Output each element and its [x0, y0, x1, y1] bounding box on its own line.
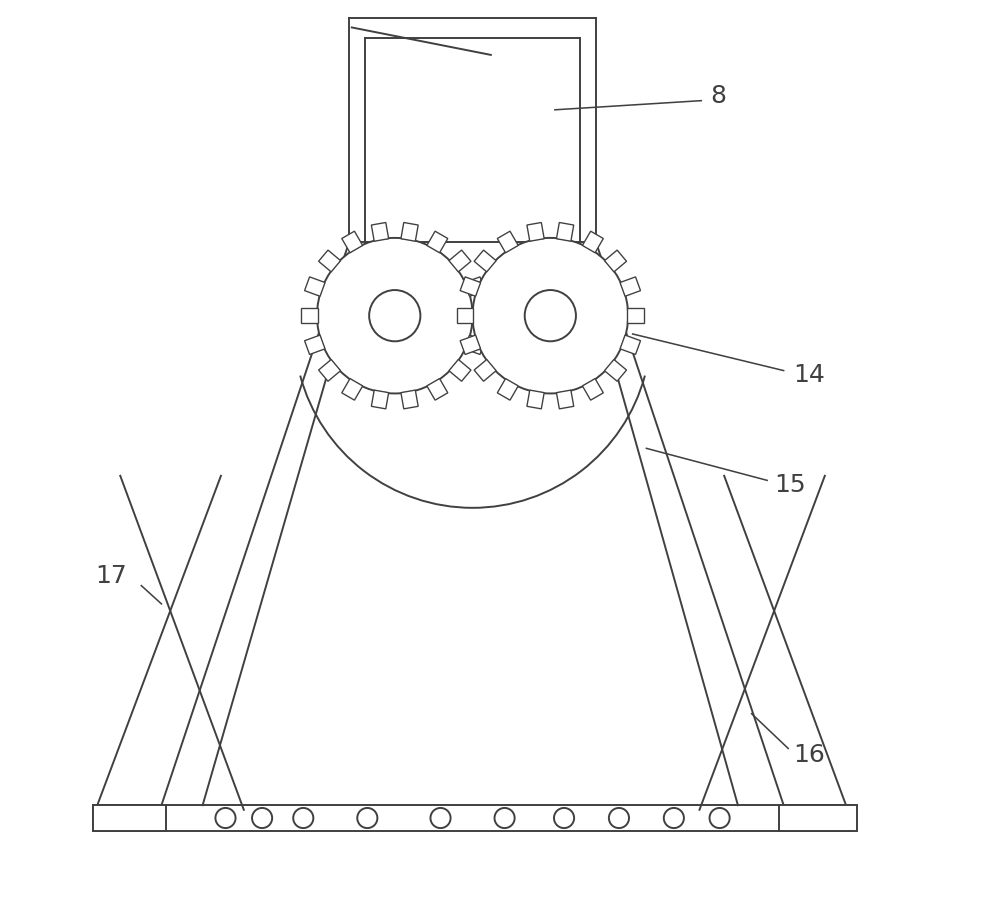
Polygon shape [620, 277, 641, 296]
Text: 14: 14 [793, 363, 825, 387]
Polygon shape [342, 231, 363, 253]
Polygon shape [305, 277, 325, 296]
Polygon shape [497, 379, 518, 400]
Polygon shape [464, 277, 485, 296]
Circle shape [430, 808, 451, 828]
Polygon shape [319, 250, 341, 272]
Polygon shape [556, 222, 574, 242]
Polygon shape [449, 250, 471, 272]
Polygon shape [464, 335, 485, 354]
Circle shape [664, 808, 684, 828]
Polygon shape [474, 360, 496, 382]
Text: 8: 8 [710, 84, 726, 108]
Text: 17: 17 [96, 565, 127, 588]
Polygon shape [319, 360, 341, 382]
Circle shape [473, 238, 628, 393]
Polygon shape [582, 379, 603, 400]
Polygon shape [604, 250, 627, 272]
Circle shape [293, 808, 313, 828]
Circle shape [369, 290, 420, 341]
Polygon shape [497, 231, 518, 253]
Polygon shape [460, 277, 481, 296]
Polygon shape [474, 250, 496, 272]
Polygon shape [604, 360, 627, 382]
Polygon shape [620, 335, 641, 354]
Polygon shape [427, 379, 448, 400]
Polygon shape [342, 379, 363, 400]
Polygon shape [401, 222, 418, 242]
Polygon shape [371, 390, 389, 409]
Polygon shape [527, 222, 544, 242]
Polygon shape [582, 231, 603, 253]
Text: 16: 16 [793, 743, 825, 767]
Polygon shape [427, 231, 448, 253]
Polygon shape [93, 805, 166, 831]
Polygon shape [472, 308, 488, 323]
Polygon shape [305, 335, 325, 354]
Polygon shape [371, 222, 389, 242]
Polygon shape [401, 390, 418, 409]
Polygon shape [627, 308, 644, 323]
Polygon shape [457, 308, 473, 323]
Circle shape [357, 808, 377, 828]
Polygon shape [301, 308, 318, 323]
Polygon shape [527, 390, 544, 409]
Circle shape [252, 808, 272, 828]
Circle shape [215, 808, 236, 828]
Circle shape [525, 290, 576, 341]
Polygon shape [460, 335, 481, 354]
Circle shape [710, 808, 730, 828]
Polygon shape [779, 805, 857, 831]
Polygon shape [449, 360, 471, 382]
Circle shape [317, 238, 473, 393]
Circle shape [495, 808, 515, 828]
Text: 15: 15 [774, 473, 806, 497]
Polygon shape [556, 390, 574, 409]
Circle shape [609, 808, 629, 828]
Circle shape [554, 808, 574, 828]
